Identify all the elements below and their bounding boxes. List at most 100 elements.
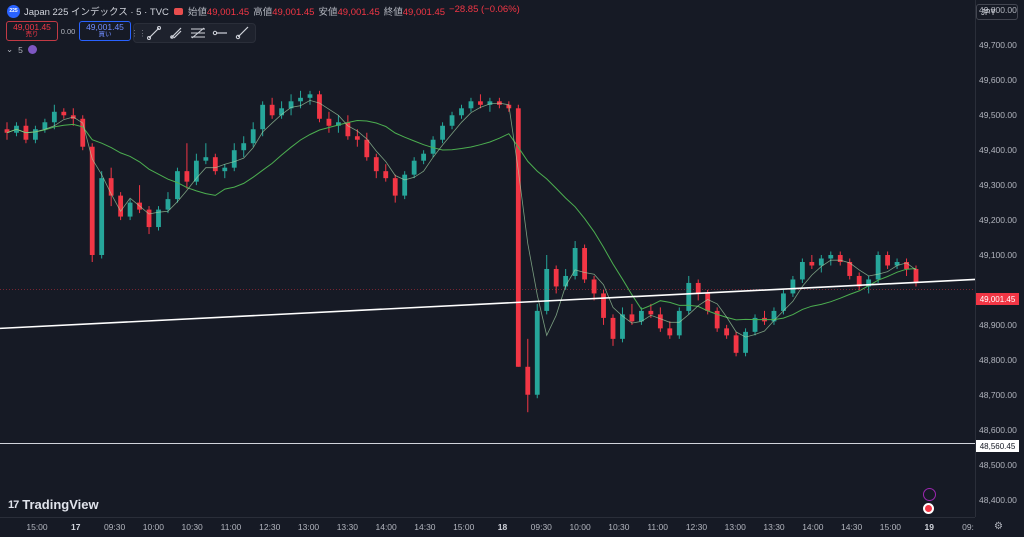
candle-body — [317, 94, 322, 119]
candle-body — [279, 108, 284, 116]
candle-body — [383, 171, 389, 179]
candle-body — [146, 209, 152, 228]
candle-body — [42, 122, 48, 130]
price-tick-label: 49,800.00 — [979, 5, 1017, 16]
price-tick-label: 49,100.00 — [979, 250, 1017, 260]
candle-body — [875, 255, 881, 280]
candle-body — [80, 118, 86, 147]
candle-body — [4, 129, 10, 133]
candle-body — [714, 310, 720, 329]
candle-body — [790, 279, 796, 294]
candle-body — [515, 108, 521, 367]
candle-body — [657, 314, 663, 329]
candle-body — [184, 171, 190, 182]
time-tick-label: 13:00 — [297, 522, 320, 532]
candle-body — [250, 129, 256, 144]
pitchfork-tool-icon[interactable] — [165, 25, 187, 41]
fib-tool-icon[interactable] — [187, 25, 209, 41]
indicator-legend[interactable]: ⌄ 5 — [6, 44, 37, 55]
time-tick-label: 15:00 — [453, 522, 475, 532]
candle-body — [430, 139, 436, 154]
ray-tool-icon[interactable] — [231, 25, 253, 41]
candle-body — [563, 275, 569, 287]
symbol-title[interactable]: Japan 225 インデックス · 5 · TVC — [24, 7, 169, 18]
candle-body — [449, 115, 455, 126]
candle-body — [156, 209, 161, 228]
ohlc-close: 終値49,001.45 — [383, 7, 446, 18]
sell-label: 売り — [25, 31, 39, 38]
tradingview-logo[interactable]: 17 TradingView — [8, 497, 99, 512]
price-tick-label: 49,600.00 — [979, 75, 1017, 86]
chart-plot-area[interactable] — [0, 0, 975, 517]
chevron-down-icon[interactable]: ⌄ — [6, 44, 14, 54]
ohlc-low: 安値49,001.45 — [318, 7, 380, 18]
drag-handle-icon[interactable]: ⋮⋮ — [130, 28, 147, 38]
price-tick-label: 49,300.00 — [979, 180, 1017, 191]
indicator-icon[interactable] — [27, 45, 37, 54]
candle-body — [809, 261, 815, 266]
candle-body — [648, 310, 654, 315]
last-price-label: 49,001.45 — [976, 293, 1019, 305]
candle-body — [781, 293, 786, 311]
ohlc-high: 高値49,001.45 — [253, 7, 315, 18]
candle-body — [241, 143, 247, 151]
candle-body — [724, 328, 730, 336]
time-tick-label: 10:00 — [569, 522, 591, 532]
indicator-label: 5 — [18, 44, 23, 55]
candle-body — [733, 335, 739, 353]
buy-button[interactable]: 49,001.45 買い — [79, 21, 131, 41]
symbol-logo-icon: 225 — [7, 4, 20, 18]
time-tick-label: 17 — [71, 522, 81, 532]
candle-body — [411, 160, 417, 175]
record-icon[interactable] — [923, 503, 934, 514]
candle-body — [885, 255, 890, 266]
trend-line-drawing — [0, 278, 975, 330]
time-tick-label: 14:30 — [840, 522, 863, 532]
candle-body — [743, 331, 748, 353]
time-tick-label: 12:30 — [685, 522, 708, 532]
candle-body — [866, 279, 872, 287]
time-tick-label: 09:30 — [530, 522, 552, 532]
time-scale[interactable] — [0, 517, 975, 537]
buy-price: 49,001.45 — [86, 22, 124, 32]
candle-body — [913, 268, 919, 283]
time-tick-label: 11:00 — [220, 522, 242, 532]
trend-line-tool-icon[interactable] — [143, 25, 165, 41]
horizontal-ray-tool-icon[interactable] — [209, 25, 231, 41]
candle-body — [553, 268, 559, 287]
time-tick-label: 09:30 — [103, 522, 126, 532]
price-tick-label: 48,400.00 — [979, 494, 1017, 505]
candle-body — [799, 261, 805, 280]
lightning-icon[interactable] — [923, 488, 936, 501]
settings-gear-icon[interactable]: ⚙ — [994, 521, 1003, 532]
time-tick-label: 11:00 — [647, 522, 668, 532]
candle-body — [33, 129, 38, 140]
time-tick-label: 18 — [497, 522, 508, 532]
candle-body — [639, 310, 644, 322]
candle-body — [752, 317, 758, 332]
moving-average-fast — [6, 99, 917, 338]
sell-button[interactable]: 49,001.45 売り — [6, 21, 58, 41]
candle-body — [487, 101, 493, 105]
candle-body — [89, 146, 95, 256]
time-tick-label: 14:00 — [802, 522, 824, 532]
candle-body — [828, 255, 834, 259]
candle-body — [544, 268, 550, 311]
candle-body — [345, 122, 351, 137]
price-scale[interactable] — [975, 0, 1024, 517]
candle-body — [288, 101, 294, 109]
candle-body — [620, 314, 625, 339]
candle-body — [61, 111, 67, 116]
time-tick-label: 19 — [924, 522, 934, 532]
ohlc-open: 始値49,001.45 — [187, 7, 250, 18]
candle-body — [231, 150, 237, 168]
candle-body — [108, 178, 114, 196]
visibility-icon[interactable] — [173, 7, 183, 15]
time-tick-label: 12:30 — [259, 522, 281, 532]
time-tick-label: 09: — [962, 522, 974, 532]
candle-body — [269, 104, 275, 116]
price-tick-label: 48,500.00 — [979, 459, 1017, 470]
currency-selector[interactable]: JPY — [976, 4, 1018, 20]
candle-body — [686, 282, 692, 311]
